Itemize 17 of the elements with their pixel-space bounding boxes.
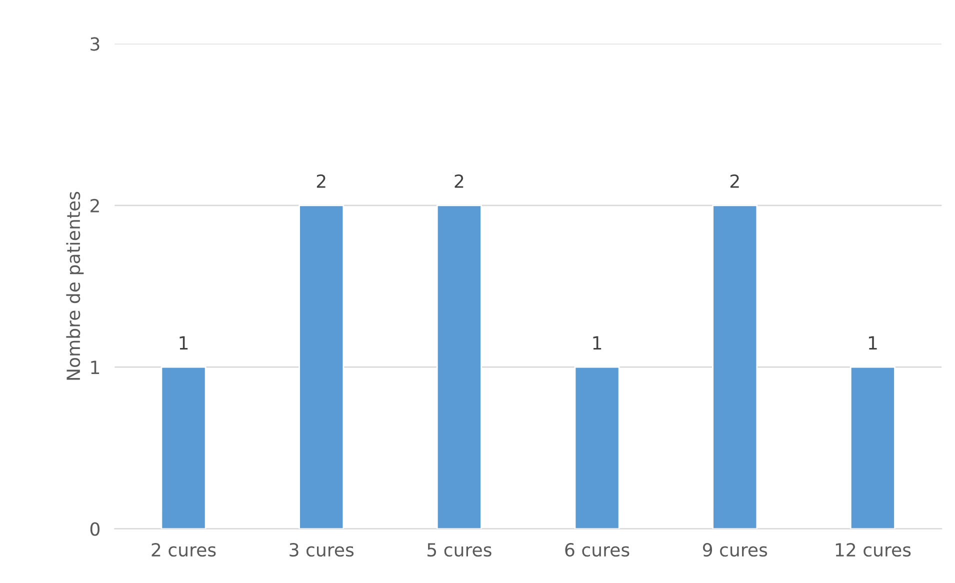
x-tick-label: 6 cures xyxy=(565,542,630,557)
y-tick-label: 1 xyxy=(91,360,100,374)
data-label: 2 xyxy=(316,174,326,188)
data-label: 1 xyxy=(868,336,877,350)
y-axis-title: Nombre de patientes xyxy=(66,192,84,380)
data-label: 2 xyxy=(730,174,739,188)
x-tick-label: 5 cures xyxy=(428,543,492,557)
data-label: 1 xyxy=(180,336,188,350)
x-tick-label: 12 cures xyxy=(836,542,911,557)
data-label: 2 xyxy=(454,174,464,188)
x-tick-label: 3 cures xyxy=(290,542,354,557)
y-tick-label: 2 xyxy=(90,198,99,212)
x-tick-label: 2 cures xyxy=(152,542,216,557)
x-tick-label: 9 cures xyxy=(702,542,768,557)
y-tick-label: 3 xyxy=(90,37,100,51)
data-label: 1 xyxy=(593,336,602,350)
y-tick-label: 0 xyxy=(90,522,100,536)
